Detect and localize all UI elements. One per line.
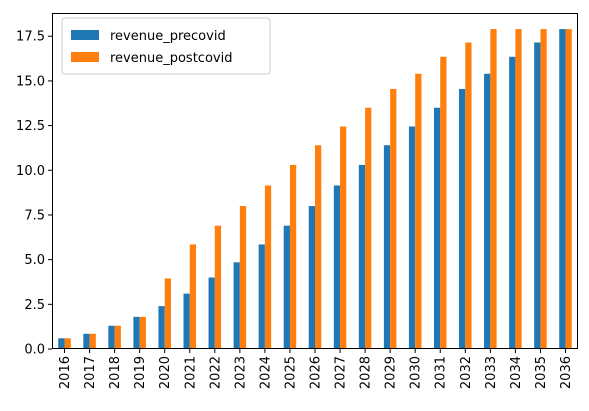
- legend-swatch-revenue_precovid: [71, 30, 99, 40]
- legend-box: [61, 17, 271, 75]
- bar-revenue_postcovid-2020: [164, 278, 171, 349]
- x-axis: 2016 2017 2018 2019 2020 2021 2022 2023 2024 2025…: [58, 349, 574, 389]
- bar-revenue_postcovid-2033: [490, 29, 497, 349]
- x-tick-label: 2021: [183, 356, 198, 389]
- y-tick-label: 15.0: [16, 74, 45, 89]
- bar-revenue_precovid-2017: [83, 333, 90, 349]
- x-tick-label: 2035: [534, 356, 549, 389]
- bar-revenue_postcovid-2017: [89, 333, 96, 349]
- x-tick-label: 2017: [83, 356, 98, 389]
- bar-revenue_precovid-2025: [283, 225, 290, 349]
- bar-revenue_postcovid-2028: [365, 107, 372, 349]
- x-tick-label: 2028: [359, 356, 374, 389]
- x-tick-label: 2033: [484, 356, 499, 389]
- y-tick-label: 17.5: [16, 30, 45, 45]
- x-tick-label: 2026: [309, 356, 324, 389]
- bar-revenue_precovid-2028: [358, 164, 366, 349]
- x-tick-label: 2027: [334, 356, 349, 389]
- y-tick-label: 12.5: [16, 119, 45, 134]
- x-tick-label: 2020: [158, 356, 173, 389]
- legend-swatch-revenue_postcovid: [71, 52, 99, 62]
- y-tick-label: 2.5: [24, 298, 45, 313]
- legend-label-revenue_postcovid: revenue_postcovid: [110, 51, 232, 66]
- bar-revenue_precovid-2019: [133, 316, 140, 349]
- bar-revenue_postcovid-2027: [340, 126, 347, 349]
- bar-revenue_precovid-2016: [58, 338, 65, 349]
- x-tick-label: 2031: [434, 356, 449, 389]
- bar-revenue_precovid-2027: [333, 185, 341, 349]
- x-tick-label: 2018: [108, 356, 123, 389]
- x-tick-label: 2024: [258, 356, 273, 389]
- bar-revenue_postcovid-2021: [189, 244, 197, 349]
- x-tick-label: 2025: [283, 356, 298, 389]
- bar-revenue_postcovid-2018: [114, 325, 121, 349]
- x-tick-label: 2022: [208, 356, 223, 389]
- bars-group: [58, 29, 572, 350]
- bar-revenue_precovid-2034: [509, 56, 516, 350]
- bar-revenue_postcovid-2032: [465, 42, 472, 350]
- y-axis: 0.0 2.5 5.0 7.5 10.0 12.5 15.0 17.5: [16, 30, 52, 358]
- bar-revenue_postcovid-2035: [540, 29, 547, 349]
- x-tick-label: 2030: [409, 356, 424, 389]
- bar-revenue_postcovid-2030: [415, 73, 422, 349]
- bar-revenue_postcovid-2024: [264, 185, 272, 349]
- bar-revenue_postcovid-2026: [315, 145, 322, 349]
- x-tick-label: 2029: [384, 356, 399, 389]
- plot-frame: [52, 13, 578, 349]
- bar-revenue_postcovid-2034: [515, 29, 522, 349]
- bar-revenue_postcovid-2025: [289, 164, 297, 349]
- x-tick-label: 2019: [133, 356, 148, 389]
- bar-revenue_precovid-2021: [183, 293, 190, 349]
- y-tick-label: 0.0: [24, 343, 45, 358]
- legend: revenue_precovid revenue_postcovid: [61, 17, 271, 75]
- bar-revenue_precovid-2035: [534, 42, 541, 350]
- y-tick-label: 5.0: [24, 253, 45, 268]
- x-tick-label: 2023: [233, 356, 248, 389]
- bar-revenue_precovid-2033: [484, 73, 491, 349]
- bar-revenue_precovid-2031: [433, 107, 441, 349]
- bar-revenue_precovid-2029: [383, 145, 391, 349]
- bar-revenue_postcovid-2019: [139, 316, 146, 349]
- bar-revenue_postcovid-2016: [64, 338, 71, 349]
- bar-revenue_precovid-2020: [158, 306, 165, 349]
- legend-label-revenue_precovid: revenue_precovid: [110, 29, 226, 44]
- bar-revenue_precovid-2018: [108, 325, 115, 349]
- y-tick-label: 10.0: [16, 164, 45, 179]
- y-tick-label: 7.5: [24, 208, 45, 223]
- bar-revenue_postcovid-2036: [565, 29, 572, 349]
- bar-revenue_postcovid-2031: [440, 56, 447, 350]
- x-tick-label: 2016: [58, 356, 73, 389]
- bar-revenue_precovid-2023: [233, 262, 240, 349]
- bar-revenue_precovid-2026: [308, 206, 315, 349]
- x-tick-label: 2032: [459, 356, 474, 389]
- bar-revenue_precovid-2032: [459, 88, 466, 349]
- bar-revenue_postcovid-2022: [214, 225, 222, 349]
- bar-revenue_precovid-2024: [258, 244, 265, 349]
- x-tick-label: 2036: [559, 356, 574, 389]
- bar-revenue_precovid-2030: [408, 126, 416, 349]
- x-tick-label: 2034: [509, 356, 524, 389]
- bar-revenue_precovid-2022: [208, 277, 215, 349]
- bar-revenue_precovid-2036: [559, 29, 566, 349]
- bar-revenue_postcovid-2023: [239, 206, 247, 349]
- bar-revenue_postcovid-2029: [390, 88, 397, 349]
